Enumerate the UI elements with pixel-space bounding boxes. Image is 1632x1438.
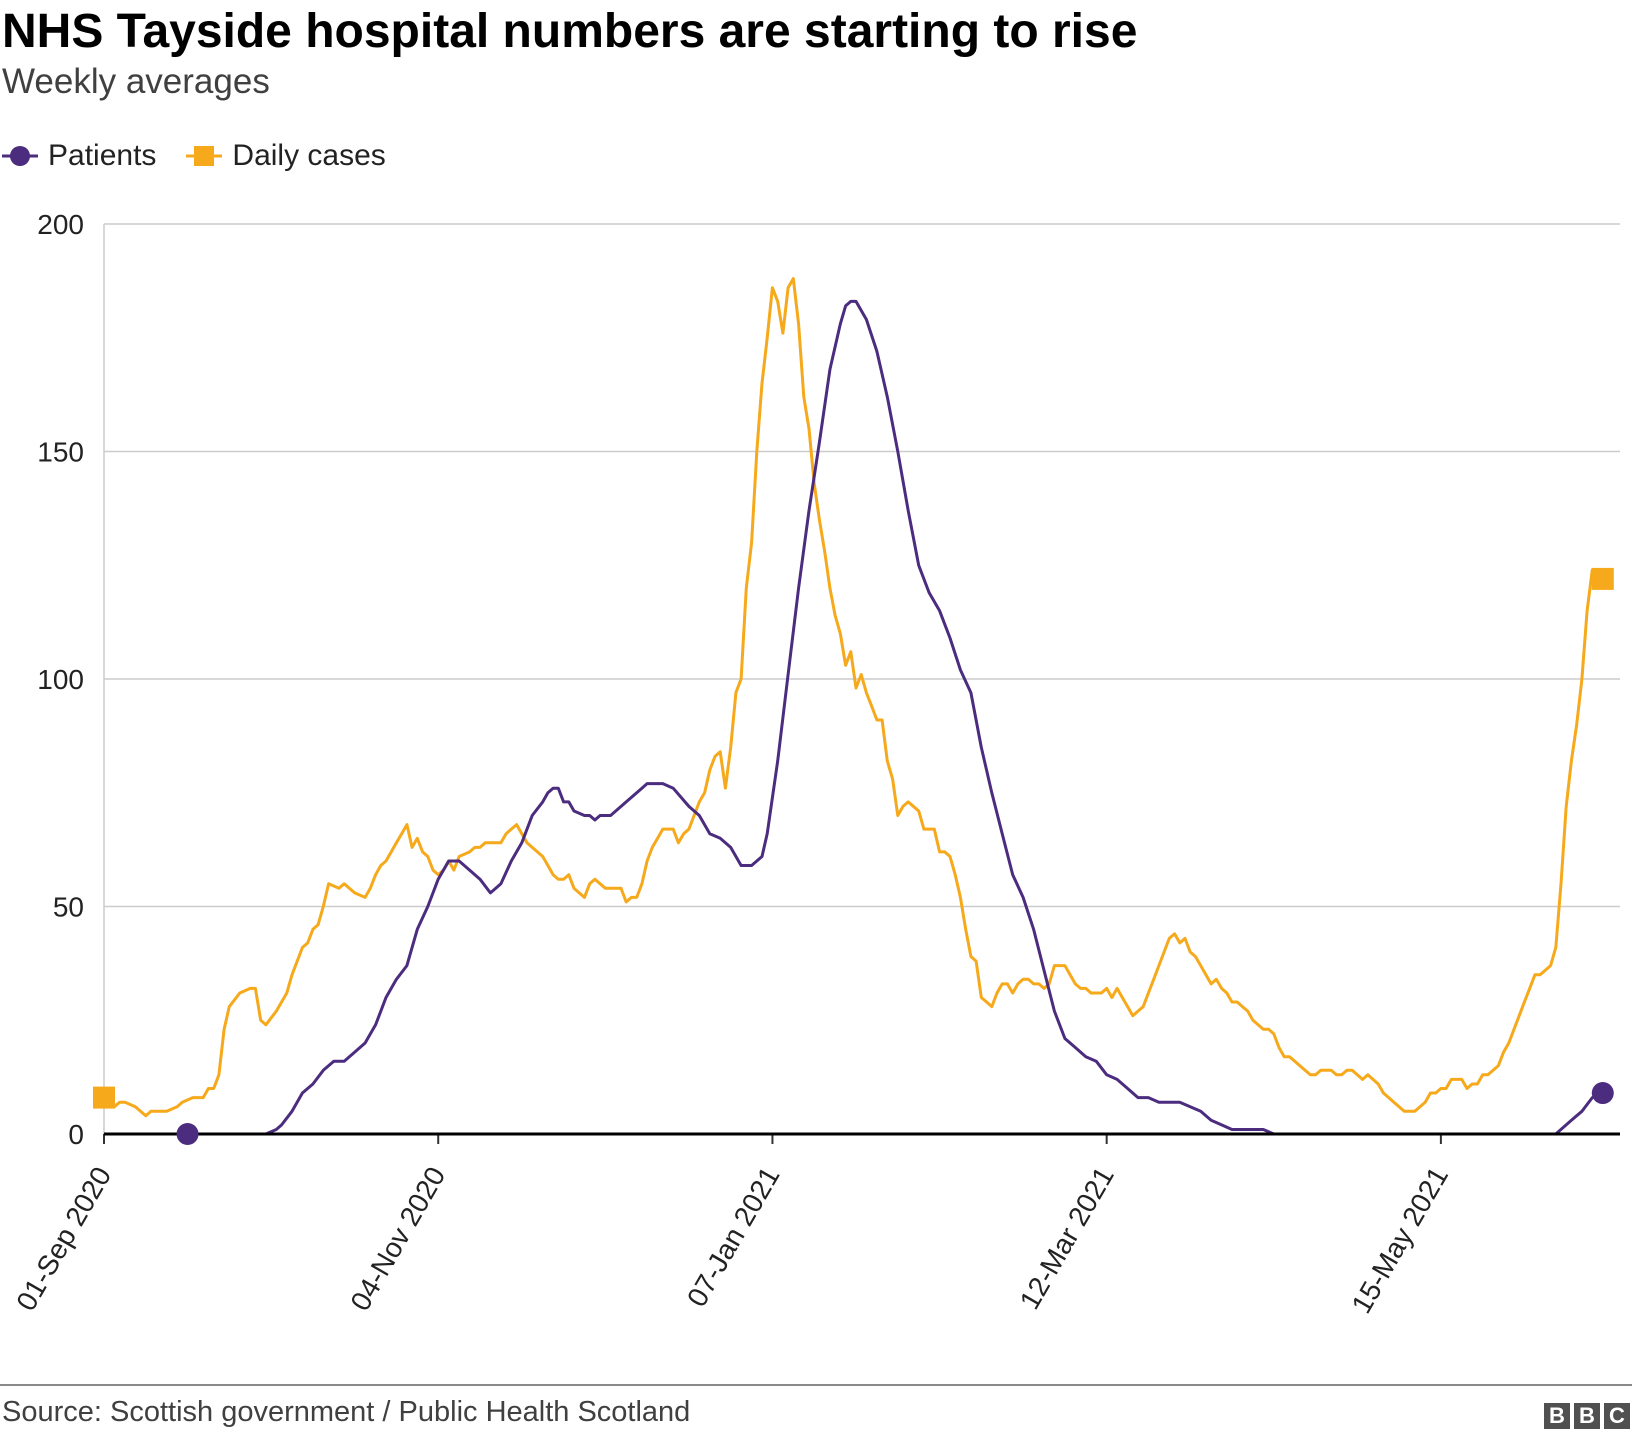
series-line-patients <box>187 299 1604 1136</box>
y-tick-label: 50 <box>53 892 84 923</box>
legend-item-patients: Patients <box>2 139 156 173</box>
series-line-daily-cases <box>103 277 1603 1118</box>
legend-label-patients: Patients <box>48 139 157 172</box>
x-tick-label: 15-May 2021 <box>1346 1162 1455 1319</box>
legend-circle-icon <box>2 146 38 166</box>
x-tick-label: 07-Jan 2021 <box>681 1162 786 1312</box>
bbc-logo-letter: B <box>1574 1403 1600 1429</box>
legend-item-daily-cases: Daily cases <box>186 139 386 173</box>
series-marker-start <box>176 1123 199 1145</box>
x-tick-label: 12-Mar 2021 <box>1014 1162 1120 1315</box>
y-tick-label: 150 <box>37 437 84 468</box>
source-note: Source: Scottish government / Public Hea… <box>2 1396 691 1428</box>
legend: Patients Daily cases <box>2 136 416 176</box>
series-marker-end <box>1591 567 1614 590</box>
line-chart: 0 50 100 150 200 01-Sep 2020 04-Nov 2020 07-Jan… <box>10 209 1620 1319</box>
bbc-logo: B B C <box>1540 1403 1630 1429</box>
chart-subtitle: Weekly averages <box>2 62 270 101</box>
bbc-logo-letter: C <box>1604 1403 1630 1429</box>
bbc-logo-letter: B <box>1544 1403 1570 1429</box>
series-marker-start <box>93 1086 115 1109</box>
y-tick-label: 0 <box>68 1119 84 1150</box>
y-tick-label: 100 <box>37 664 84 695</box>
chart-title: NHS Tayside hospital numbers are startin… <box>2 5 1138 58</box>
x-tick-label: 01-Sep 2020 <box>10 1162 117 1316</box>
legend-square-icon <box>186 146 223 166</box>
footer-divider <box>0 1384 1632 1386</box>
series-marker-end <box>1591 1082 1614 1105</box>
x-tick-label: 04-Nov 2020 <box>344 1162 451 1316</box>
y-tick-label: 200 <box>37 209 84 240</box>
legend-label-daily-cases: Daily cases <box>232 139 386 172</box>
